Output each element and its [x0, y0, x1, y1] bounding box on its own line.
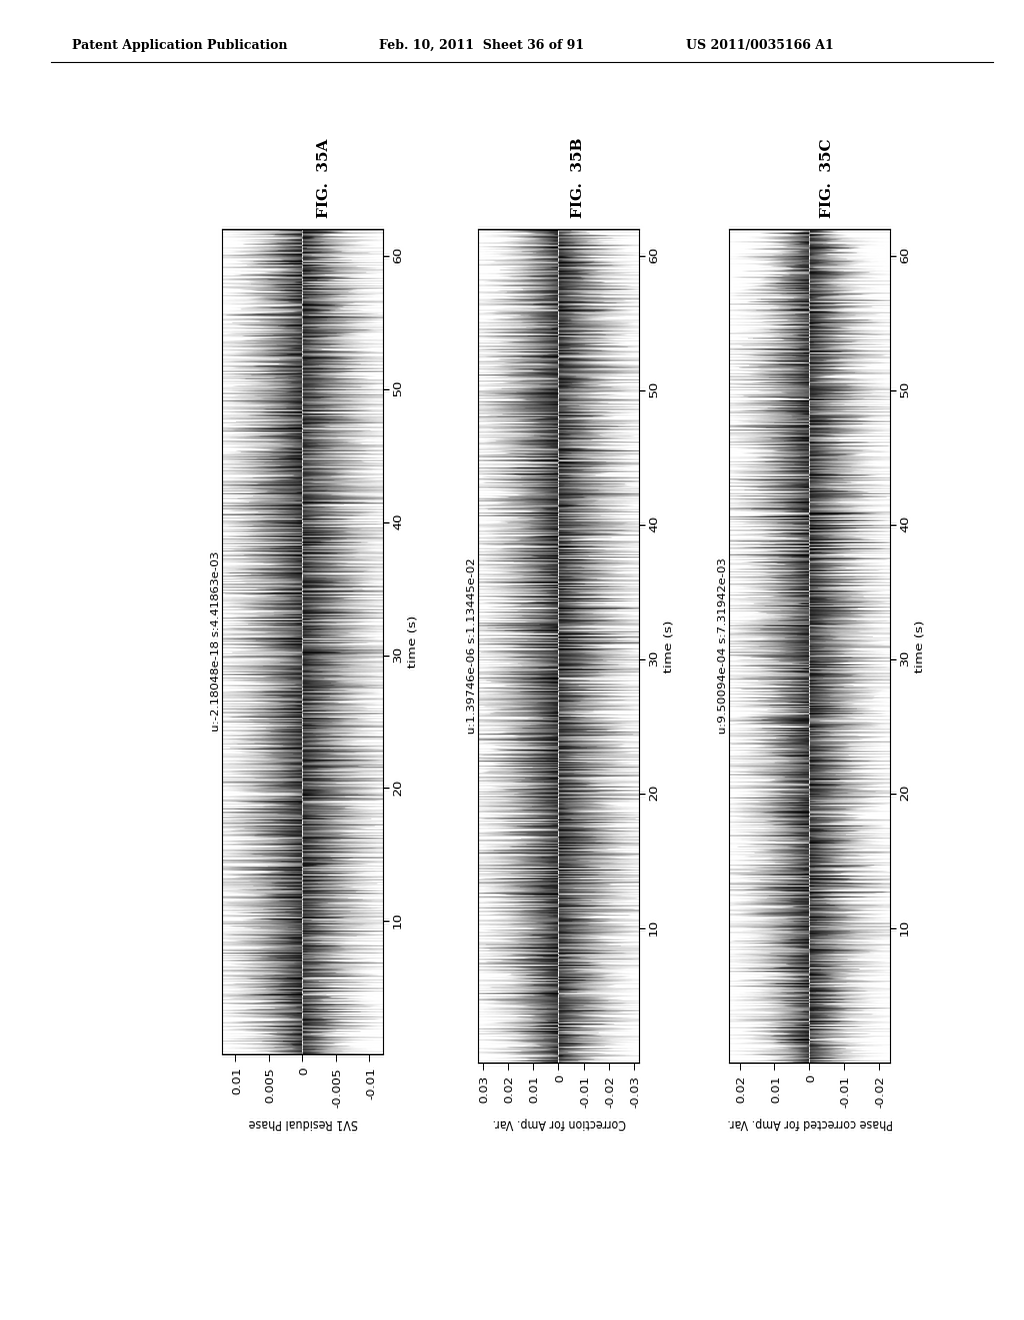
Text: Feb. 10, 2011  Sheet 36 of 91: Feb. 10, 2011 Sheet 36 of 91 — [379, 38, 584, 51]
Text: FIG.  35B: FIG. 35B — [570, 139, 585, 218]
Text: FIG.  35A: FIG. 35A — [316, 139, 331, 218]
Text: US 2011/0035166 A1: US 2011/0035166 A1 — [686, 38, 834, 51]
Text: FIG.  35C: FIG. 35C — [820, 139, 835, 218]
Text: Patent Application Publication: Patent Application Publication — [72, 38, 287, 51]
